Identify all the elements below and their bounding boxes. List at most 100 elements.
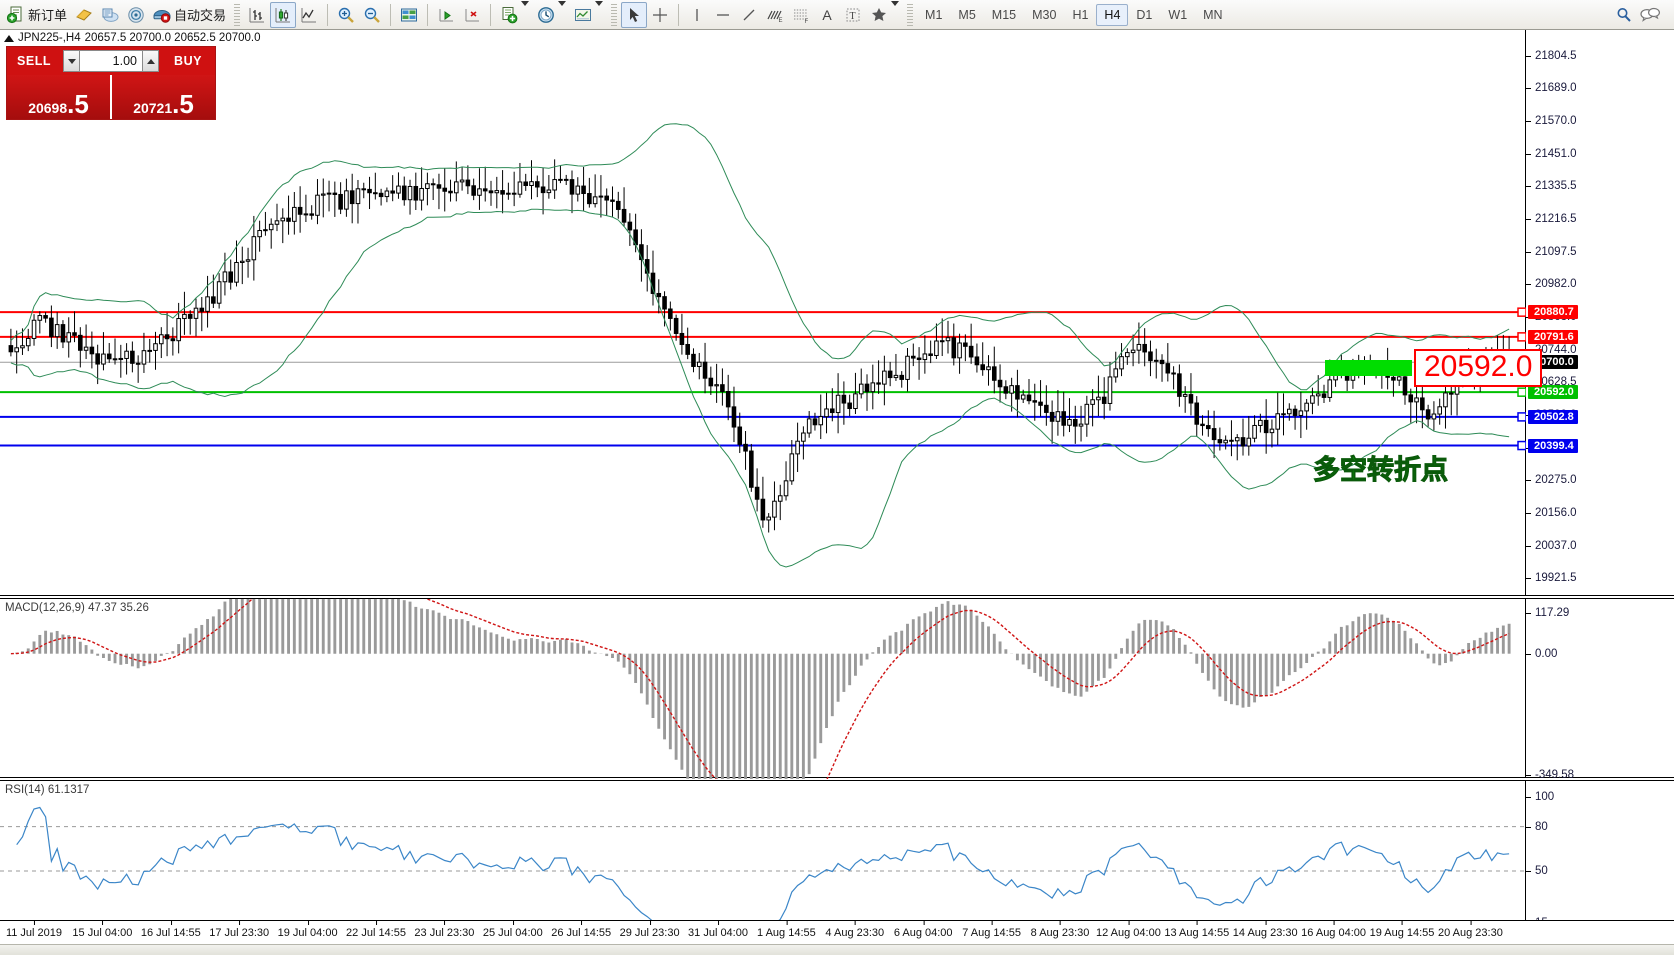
line-chart-icon bbox=[300, 6, 318, 24]
price-level-label[interactable]: 20791.6 bbox=[1528, 329, 1578, 344]
time-tick: 29 Jul 23:30 bbox=[619, 920, 680, 939]
shift-end-button[interactable] bbox=[433, 2, 459, 28]
price-tick: 21570.0 bbox=[1526, 115, 1577, 127]
zoom-out-icon bbox=[363, 6, 381, 24]
time-tick: 6 Aug 04:00 bbox=[893, 920, 953, 939]
chevron-down-icon[interactable] bbox=[891, 0, 900, 24]
bar-chart-button[interactable] bbox=[244, 2, 270, 28]
period-button[interactable] bbox=[533, 0, 570, 28]
line-chart-button[interactable] bbox=[296, 2, 322, 28]
indicators-icon bbox=[500, 6, 518, 24]
timeframe-m30[interactable]: M30 bbox=[1032, 7, 1057, 22]
rsi-tick: 100 bbox=[1526, 791, 1554, 803]
timeframe-d1[interactable]: D1 bbox=[1136, 7, 1153, 22]
time-tick: 14 Aug 23:30 bbox=[1232, 920, 1298, 939]
signals-button[interactable] bbox=[123, 2, 149, 28]
timeframe-m15[interactable]: M15 bbox=[991, 7, 1017, 22]
buy-button[interactable]: 20721 .5 bbox=[112, 75, 215, 119]
chart-area[interactable]: 21804.5 21689.0 21570.0 21451.0 21335.5 21216… bbox=[0, 30, 1674, 955]
data-window-button[interactable] bbox=[97, 2, 123, 28]
price-flag-annotation[interactable]: 20592.0 bbox=[1414, 349, 1543, 387]
new-order-icon bbox=[7, 6, 25, 24]
search-icon[interactable] bbox=[1615, 6, 1633, 24]
elliott-icon: E bbox=[766, 6, 784, 24]
new-order-button[interactable]: 新订单 bbox=[3, 2, 71, 28]
cursor-icon bbox=[625, 6, 643, 24]
macd-chart-canvas bbox=[10, 599, 1511, 779]
buy-label[interactable]: BUY bbox=[174, 54, 202, 68]
fibonacci-button[interactable]: F bbox=[788, 2, 814, 28]
timeframe-m1[interactable]: M1 bbox=[925, 7, 943, 22]
macd-tick: 117.29 bbox=[1526, 607, 1569, 619]
chevron-down-icon[interactable] bbox=[521, 0, 530, 24]
autoscroll-icon bbox=[463, 6, 481, 24]
price-level-label[interactable]: 20502.8 bbox=[1528, 409, 1578, 424]
timeframe-m5[interactable]: M5 bbox=[958, 7, 976, 22]
zoom-out-button[interactable] bbox=[359, 2, 385, 28]
cursor-button[interactable] bbox=[621, 1, 648, 28]
sell-button[interactable]: 20698 .5 bbox=[7, 75, 112, 119]
fibo-icon: F bbox=[792, 6, 810, 24]
data-window-icon bbox=[101, 6, 119, 24]
price-chart-canvas bbox=[0, 123, 1526, 568]
autotrading-button[interactable]: 自动交易 bbox=[149, 2, 230, 28]
price-tick: 21689.0 bbox=[1526, 82, 1577, 94]
text-button[interactable]: A bbox=[814, 2, 840, 28]
crosshair-button[interactable] bbox=[647, 2, 673, 28]
toolbar-grip[interactable] bbox=[611, 3, 618, 26]
price-tick: 20037.0 bbox=[1526, 540, 1577, 552]
sell-label[interactable]: SELL bbox=[17, 54, 51, 68]
price-y-axis[interactable]: 21804.5 21689.0 21570.0 21451.0 21335.5 21216… bbox=[1526, 30, 1674, 595]
indicators-button[interactable] bbox=[496, 0, 533, 28]
label-button[interactable]: T bbox=[840, 2, 866, 28]
chat-icon[interactable] bbox=[1639, 6, 1661, 24]
price-level-label[interactable]: 20880.7 bbox=[1528, 305, 1578, 320]
chevron-down-icon[interactable] bbox=[558, 0, 567, 24]
rsi-label: RSI(14) 61.1317 bbox=[5, 784, 90, 796]
macd-y-axis[interactable]: 117.29 0.00 -349.58 bbox=[1526, 599, 1674, 781]
trade-panel-prices: 20698 .5 20721 .5 bbox=[7, 75, 215, 119]
market-watch-button[interactable] bbox=[396, 2, 422, 28]
price-tick: 21216.5 bbox=[1526, 213, 1577, 225]
timeframe-w1[interactable]: W1 bbox=[1168, 7, 1188, 22]
timeframe-h4[interactable]: H4 bbox=[1096, 3, 1129, 26]
volume-value[interactable]: 1.00 bbox=[80, 50, 142, 72]
shapes-button[interactable] bbox=[866, 0, 903, 28]
zoom-in-button[interactable] bbox=[333, 2, 359, 28]
templates-list-button[interactable] bbox=[570, 0, 607, 28]
timeframe-h1[interactable]: H1 bbox=[1072, 7, 1089, 22]
trendline-button[interactable] bbox=[736, 2, 762, 28]
chevron-down-icon[interactable] bbox=[595, 0, 604, 24]
toolbar-separator bbox=[678, 3, 680, 26]
price-level-label[interactable]: 20399.4 bbox=[1528, 438, 1578, 453]
bar-chart-icon bbox=[248, 6, 266, 24]
zoom-in-icon bbox=[337, 6, 355, 24]
buy-price-decimal: .5 bbox=[172, 88, 194, 119]
horizontal-line-button[interactable] bbox=[710, 2, 736, 28]
price-tick: 20982.0 bbox=[1526, 278, 1577, 290]
time-tick: 19 Aug 14:55 bbox=[1369, 920, 1435, 939]
price-pane[interactable]: 21804.5 21689.0 21570.0 21451.0 21335.5 21216… bbox=[0, 30, 1674, 596]
toolbar-grip[interactable] bbox=[907, 3, 914, 26]
volume-up-button[interactable] bbox=[142, 50, 159, 72]
price-level-label[interactable]: 20592.0 bbox=[1528, 385, 1578, 400]
chinese-annotation[interactable]: 多空转折点 bbox=[1313, 455, 1449, 487]
time-tick: 17 Jul 23:30 bbox=[209, 920, 270, 939]
elliott-wave-button[interactable]: E bbox=[762, 2, 788, 28]
autoscroll-button[interactable] bbox=[459, 2, 485, 28]
time-tick: 16 Jul 14:55 bbox=[140, 920, 201, 939]
toolbar-grip[interactable] bbox=[234, 3, 241, 26]
candlestick-chart-button[interactable] bbox=[270, 1, 297, 28]
one-click-trading-panel[interactable]: SELL 1.00 BUY 20698 .5 20721 .5 bbox=[6, 46, 216, 120]
time-tick: 8 Aug 23:30 bbox=[1030, 920, 1090, 939]
timeframe-mn[interactable]: MN bbox=[1203, 7, 1223, 22]
vertical-line-button[interactable] bbox=[684, 2, 710, 28]
crosshair-icon bbox=[651, 6, 669, 24]
templates-button[interactable] bbox=[71, 2, 97, 28]
time-tick: 19 Jul 04:00 bbox=[277, 920, 338, 939]
macd-label: MACD(12,26,9) 47.37 35.26 bbox=[5, 602, 149, 614]
price-tick: 19921.5 bbox=[1526, 572, 1577, 584]
macd-pane[interactable]: MACD(12,26,9) 47.37 35.26 117.29 0.00 -349… bbox=[0, 598, 1674, 781]
volume-dropdown-button[interactable] bbox=[63, 50, 80, 72]
volume-stepper[interactable]: 1.00 bbox=[61, 47, 161, 75]
